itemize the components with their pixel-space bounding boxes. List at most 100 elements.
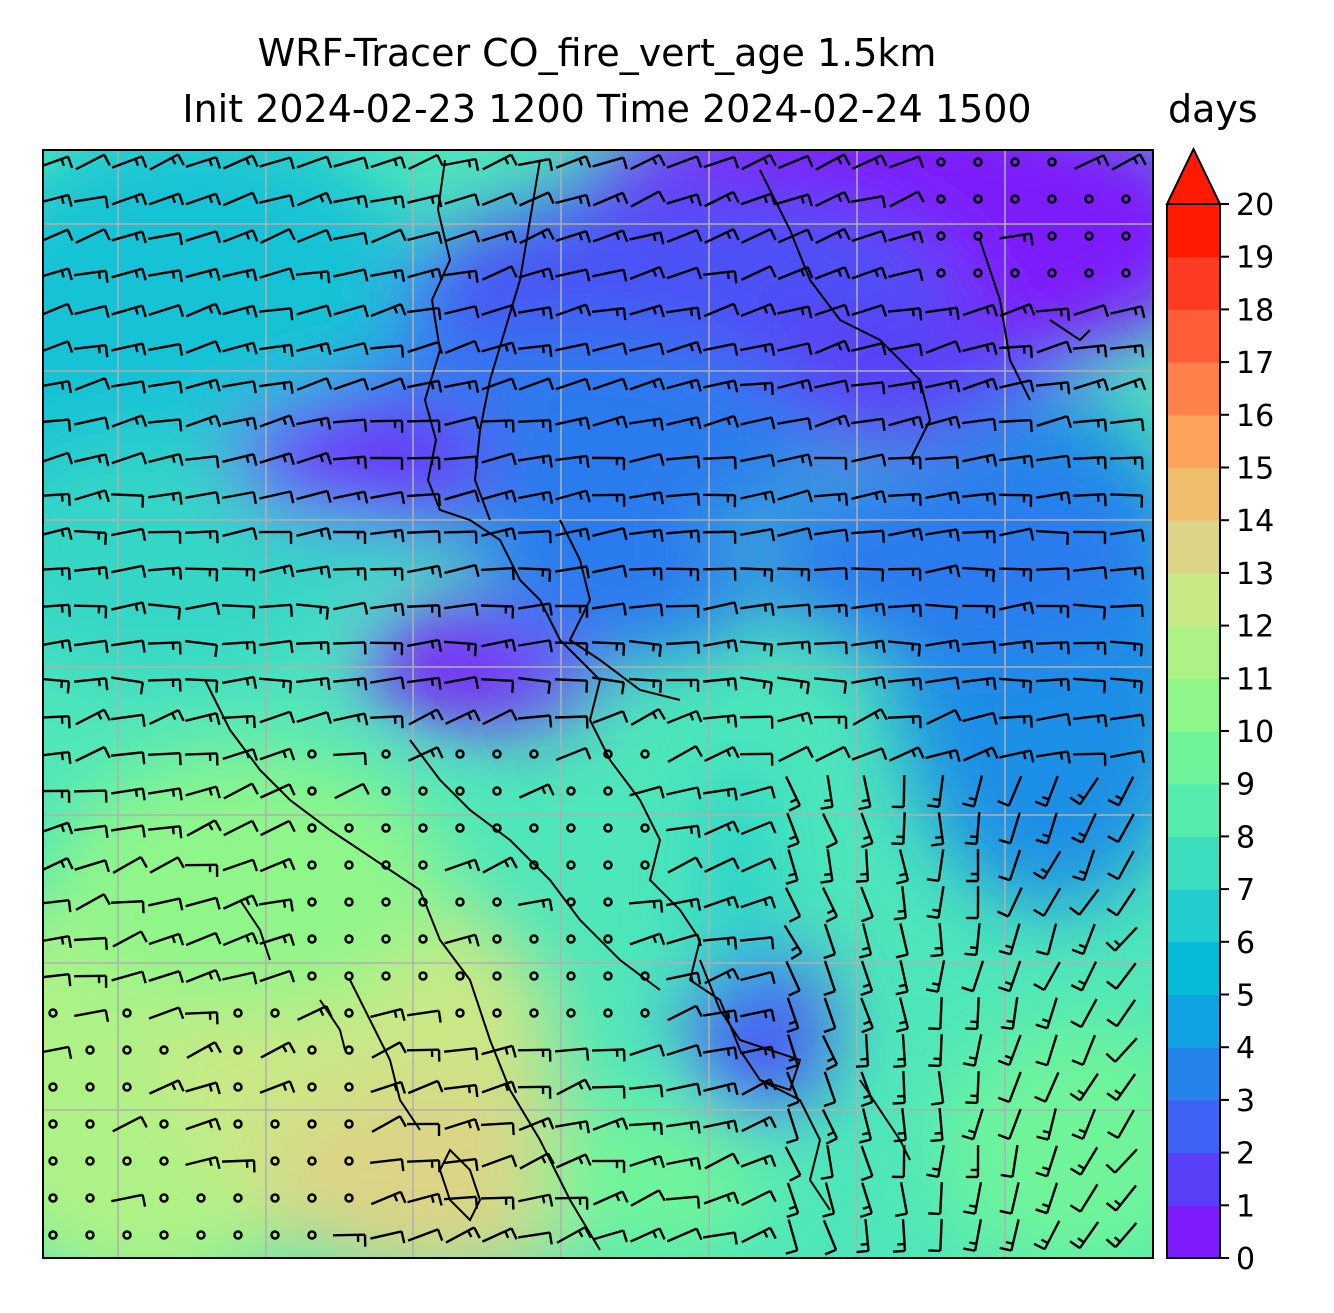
- wind-barb: [1105, 1184, 1137, 1212]
- colorbar-tick-label: 8: [1236, 820, 1255, 855]
- wind-barb: [703, 414, 740, 428]
- wind-barb: [813, 715, 848, 729]
- wind-barb: [591, 1159, 626, 1173]
- wind-barb: [665, 1195, 701, 1209]
- wind-barb: [740, 453, 776, 467]
- wind-barb: [111, 787, 146, 801]
- wind-barb-calm: [307, 860, 317, 870]
- wind-barb-calm: [344, 1082, 354, 1092]
- colorbar-segment: [1167, 625, 1220, 679]
- wind-barb: [965, 996, 980, 1031]
- wind-barb-calm: [973, 268, 983, 278]
- wind-barb: [896, 849, 910, 885]
- wind-barb-calm: [233, 1193, 243, 1203]
- wind-barb-calm: [1084, 194, 1094, 204]
- wind-barb: [666, 971, 702, 985]
- wind-barb: [443, 1195, 479, 1209]
- wind-barb: [185, 378, 221, 392]
- wind-barb: [997, 1071, 1022, 1104]
- wind-barb: [148, 970, 185, 984]
- wind-barb-calm: [492, 897, 502, 907]
- wind-barb-calm: [307, 823, 317, 833]
- wind-barb: [893, 1033, 907, 1068]
- lat-lon-gridlines: [43, 150, 1153, 1258]
- wind-barb: [962, 711, 998, 725]
- wind-barb: [444, 563, 480, 577]
- wind-barb: [73, 529, 108, 545]
- wind-barb: [999, 1182, 1020, 1215]
- wind-barb: [823, 960, 837, 997]
- wind-barb-calm: [381, 860, 391, 870]
- wind-barb-calm: [307, 897, 317, 907]
- wind-barb: [148, 192, 185, 206]
- wind-barb: [961, 960, 985, 993]
- wind-barb: [896, 997, 910, 1033]
- wind-barb: [592, 156, 628, 170]
- wind-barb: [1073, 378, 1110, 391]
- wind-barb: [665, 455, 701, 469]
- wind-barb: [703, 895, 740, 909]
- wind-barb: [481, 527, 517, 541]
- wind-barb-calm: [418, 971, 428, 981]
- wind-barb: [1106, 887, 1136, 917]
- wind-barb: [888, 415, 924, 429]
- wind-barb-calm: [122, 1156, 132, 1166]
- wind-barb: [1105, 926, 1138, 952]
- wind-barb: [702, 677, 738, 691]
- wind-barb: [786, 1182, 800, 1219]
- wind-barb: [1035, 454, 1071, 468]
- wind-barb: [370, 268, 406, 283]
- wind-barb: [43, 379, 73, 394]
- wind-barb: [518, 602, 553, 616]
- wind-barb: [73, 566, 109, 580]
- wind-barb: [702, 455, 737, 470]
- wind-barb-calm: [159, 1156, 169, 1166]
- wind-barb: [892, 1218, 907, 1253]
- wind-barb: [888, 268, 924, 282]
- wind-barb: [628, 1084, 664, 1098]
- colorbar-segment: [1167, 467, 1220, 521]
- wind-barb-calm: [973, 231, 983, 241]
- wind-barb: [998, 567, 1033, 582]
- wind-barb: [222, 747, 259, 761]
- wind-barb: [370, 490, 406, 505]
- wind-barb: [1069, 777, 1099, 806]
- wind-barb: [184, 639, 219, 658]
- wind-barb: [1070, 812, 1097, 844]
- wind-barb-calm: [529, 860, 539, 870]
- wind-barb: [517, 1048, 552, 1062]
- wind-barb: [332, 751, 367, 766]
- wind-barb: [665, 604, 700, 618]
- wind-barb: [895, 923, 909, 959]
- wind-barb: [925, 960, 946, 993]
- wind-barb: [1072, 641, 1107, 655]
- wind-barb-calm: [48, 1082, 58, 1092]
- wind-barb: [184, 678, 219, 693]
- wind-barb: [1072, 752, 1107, 766]
- wind-barb: [555, 527, 591, 541]
- wind-barb: [222, 490, 258, 505]
- wind-barb-calm: [307, 1082, 317, 1092]
- wind-barb: [858, 1108, 873, 1144]
- wind-barb: [111, 1193, 147, 1207]
- wind-barb-calm: [1047, 268, 1057, 278]
- wind-barb: [925, 379, 961, 393]
- wind-barb: [592, 342, 628, 356]
- wind-barb: [741, 1078, 777, 1096]
- wind-barb-calm: [455, 749, 465, 759]
- wind-barb: [961, 492, 997, 506]
- colorbar-tick-label: 10: [1236, 715, 1274, 750]
- wind-barb: [930, 922, 944, 958]
- wind-barb: [75, 228, 111, 244]
- wind-barb: [223, 819, 259, 837]
- wind-barb: [406, 1009, 442, 1023]
- wind-barb: [851, 154, 888, 170]
- wind-barb-calm: [85, 1045, 95, 1055]
- wind-barb: [1109, 713, 1145, 727]
- wind-barb-calm: [307, 1156, 317, 1166]
- wind-barb: [966, 848, 980, 883]
- wind-barb: [851, 675, 887, 690]
- wind-barb: [481, 489, 517, 503]
- wind-barb: [592, 527, 628, 541]
